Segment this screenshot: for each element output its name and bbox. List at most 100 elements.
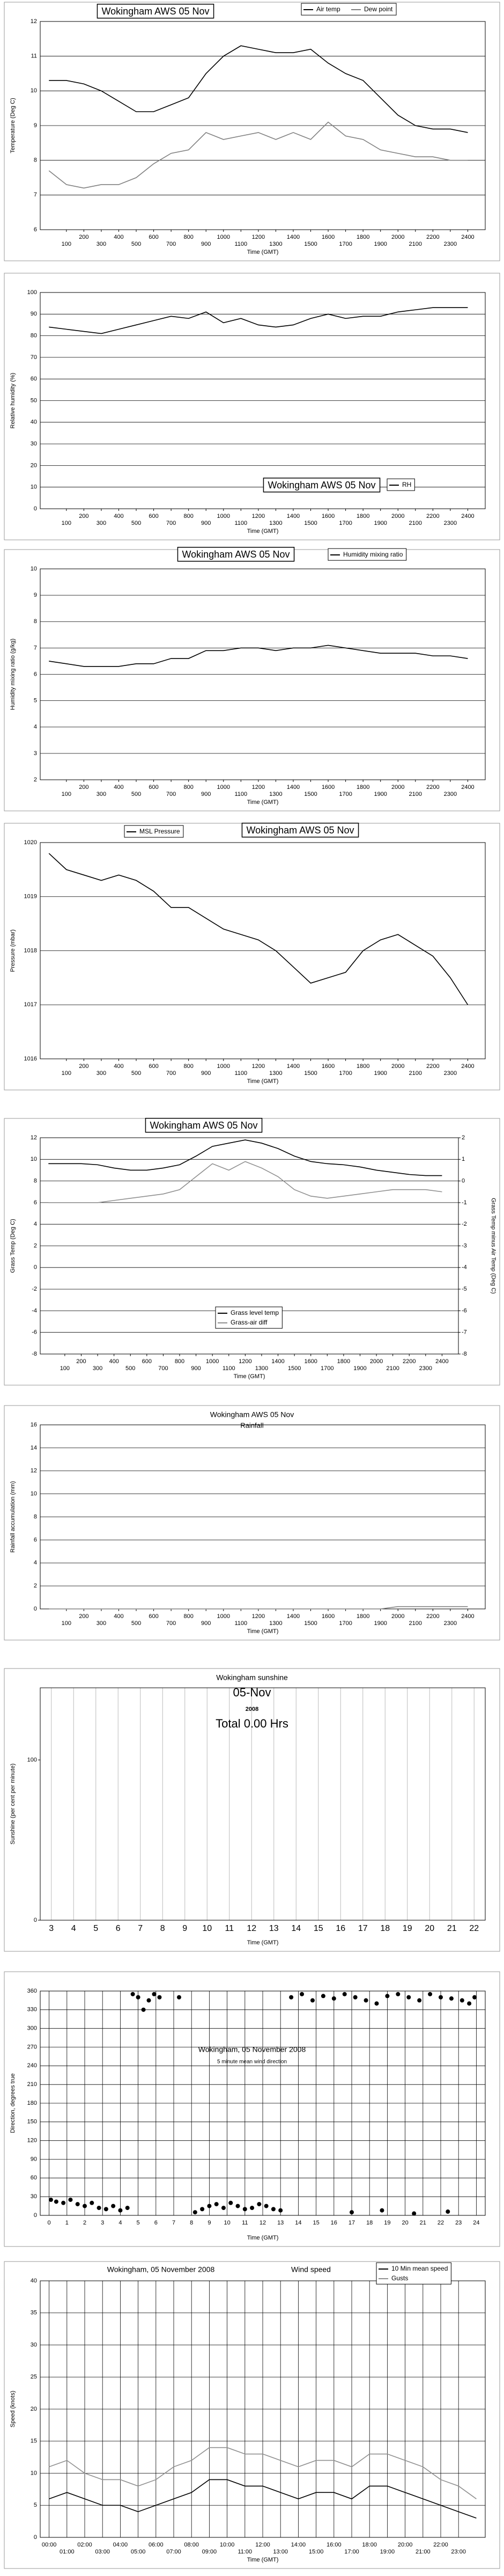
x-tick-label: 1700	[321, 1365, 333, 1372]
x-tick-label: 11	[242, 2220, 248, 2226]
y-tick-label: 4	[34, 1560, 37, 1566]
y2-tick-label: -3	[462, 1242, 467, 1249]
legend: 10 Min mean speed Gusts	[376, 2262, 451, 2285]
x-tick-label: 1100	[234, 520, 247, 526]
y-tick-label: 35	[31, 2310, 37, 2316]
scatter-point	[111, 2204, 116, 2208]
panel	[4, 2261, 500, 2569]
y-tick-label: 240	[27, 2062, 37, 2069]
x-tick-label: 05:00	[131, 2549, 146, 2555]
x-tick-label: 500	[131, 520, 141, 526]
legend: Humidity mixing ratio	[328, 548, 407, 561]
legend-label: Air temp	[316, 5, 340, 13]
y-tick-label: 3	[34, 750, 37, 757]
y-tick-label: 10	[31, 2470, 37, 2476]
y-tick-label: 90	[31, 2156, 37, 2162]
y-tick-label: -2	[32, 1286, 37, 1292]
x-tick-label: 1500	[304, 1620, 317, 1627]
y-axis-label: Pressure (mbar)	[10, 930, 16, 972]
y-tick-label: 0	[34, 506, 37, 512]
x-tick-label: 1300	[269, 791, 282, 797]
x-tick-label: 2400	[435, 1358, 448, 1365]
x-tick-label: 2100	[409, 241, 422, 247]
legend-label: Humidity mixing ratio	[343, 551, 403, 558]
panel	[4, 1118, 500, 1386]
y-tick-label: 100	[27, 289, 37, 296]
y-tick-label: 30	[31, 2341, 37, 2348]
y-tick-label: 330	[27, 2007, 37, 2013]
y-tick-label: 10	[31, 87, 37, 94]
scatter-point	[75, 2202, 80, 2207]
y-tick-label: 7	[34, 192, 37, 198]
scatter-point	[439, 1995, 443, 2000]
x-tick-label: 1100	[234, 1620, 247, 1627]
x-tick-label: 100	[62, 520, 71, 526]
x-tick-label: 19	[384, 2220, 390, 2226]
x-tick-label: 14	[291, 1924, 301, 1933]
x-tick-label: 900	[201, 1070, 211, 1077]
legend-label: Gusts	[391, 2274, 408, 2282]
x-axis-label: Time (GMT)	[247, 528, 279, 535]
x-tick-label: 700	[166, 1620, 176, 1627]
scatter-point	[412, 2211, 417, 2216]
scatter-point	[192, 2210, 197, 2215]
legend: Air temp Dew point	[301, 3, 397, 16]
scatter-point	[446, 2209, 450, 2214]
x-tick-label: 10	[202, 1924, 212, 1933]
x-tick-label: 1800	[357, 784, 369, 791]
x-axis-label: Time (GMT)	[247, 799, 279, 806]
x-tick-label: 500	[131, 1070, 141, 1077]
x-tick-label: 18	[380, 1924, 390, 1933]
x-tick-label: 01:00	[60, 2549, 75, 2555]
scatter-point	[61, 2200, 66, 2205]
y-tick-label: 15	[31, 2438, 37, 2445]
y-tick-label: 30	[31, 2193, 37, 2200]
x-tick-label: 600	[149, 1613, 158, 1620]
x-tick-label: 1	[65, 2220, 69, 2226]
legend-label: 10 Min mean speed	[391, 2265, 448, 2272]
scatter-point	[83, 2204, 87, 2208]
x-tick-label: 9	[182, 1924, 187, 1933]
x-tick-label: 08:00	[184, 2542, 199, 2548]
scatter-point	[125, 2206, 130, 2211]
y-tick-label: 2	[34, 1583, 37, 1589]
legend-box	[387, 478, 415, 491]
scatter-point	[130, 1992, 135, 1996]
scatter-point	[136, 1995, 140, 2000]
x-tick-label: 200	[79, 234, 88, 240]
x-tick-label: 2100	[409, 520, 422, 526]
x-tick-label: 16	[331, 2220, 337, 2226]
y-tick-label: 9	[34, 592, 37, 598]
plot-frame	[40, 568, 486, 780]
y-tick-label: 20	[31, 462, 37, 469]
y2-tick-label: -2	[462, 1221, 467, 1227]
legend-box	[301, 3, 397, 16]
y-axis-label: Temperature (Deg C)	[10, 98, 16, 153]
panel	[4, 1405, 500, 1641]
x-tick-label: 14:00	[291, 2542, 306, 2548]
scatter-point	[242, 2207, 247, 2212]
y-tick-label: 8	[34, 1513, 37, 1520]
x-tick-label: 1900	[374, 1070, 387, 1077]
x-tick-label: 4	[71, 1924, 76, 1933]
x-tick-label: 06:00	[149, 2542, 164, 2548]
y-tick-label: 150	[27, 2119, 37, 2125]
y-tick-label: 6	[34, 1199, 37, 1206]
y-axis-label: Relative humidity (%)	[10, 373, 16, 429]
x-tick-label: 200	[79, 784, 88, 791]
x-tick-label: 700	[166, 1070, 176, 1077]
scatter-point	[385, 1994, 390, 1999]
x-tick-label: 400	[109, 1358, 118, 1365]
x-tick-label: 1000	[217, 234, 230, 240]
x-tick-label: 1100	[234, 791, 247, 797]
x-tick-label: 2200	[426, 234, 439, 240]
x-tick-label: 1200	[252, 784, 265, 791]
y-tick-label: 60	[31, 376, 37, 382]
x-tick-label: 2100	[409, 1070, 422, 1077]
title-box	[145, 1118, 263, 1133]
x-tick-label: 12:00	[255, 2542, 270, 2548]
y-tick-label: 5	[34, 2502, 37, 2508]
legend: Grass level temp Grass-air diff	[215, 1306, 283, 1329]
x-tick-label: 2300	[444, 241, 457, 247]
x-tick-label: 400	[114, 784, 123, 791]
